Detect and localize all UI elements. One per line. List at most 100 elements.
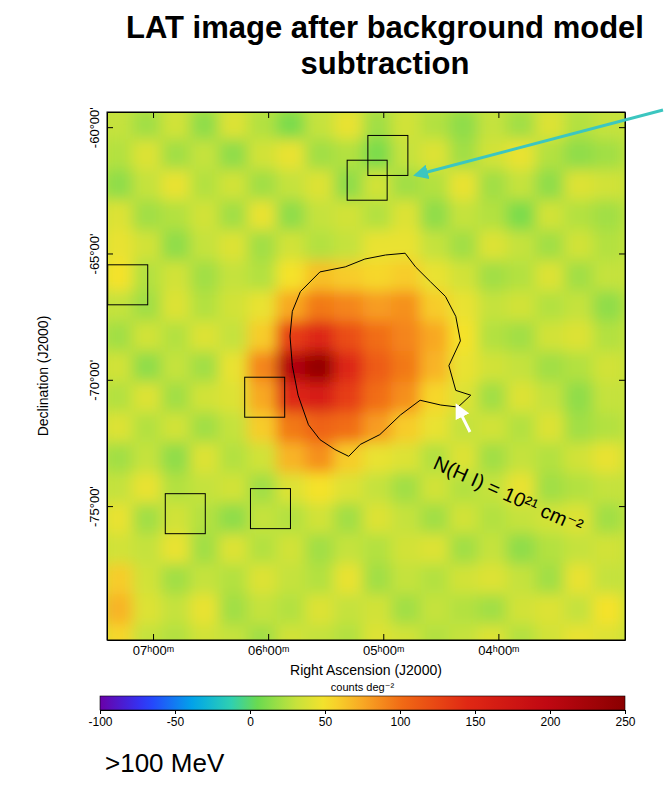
cell	[478, 442, 508, 473]
cell	[305, 112, 335, 140]
cell	[391, 412, 421, 443]
tick: 100	[390, 710, 410, 729]
cell	[420, 412, 450, 443]
tick: 05ʰ00ᵐ	[363, 634, 404, 658]
cell	[507, 291, 537, 322]
cell	[219, 503, 249, 534]
cell	[593, 352, 623, 383]
cell	[161, 170, 191, 201]
axis-domain	[108, 640, 626, 641]
cell	[219, 139, 249, 170]
cell	[363, 503, 393, 534]
cell	[219, 170, 249, 201]
tick-mark	[153, 634, 154, 640]
cell	[507, 412, 537, 443]
cell	[449, 200, 479, 231]
cell	[391, 321, 421, 352]
tick-label: -75°00'	[87, 486, 102, 527]
cell	[276, 503, 306, 534]
cell	[248, 564, 278, 595]
tick: 07ʰ00ᵐ	[133, 634, 174, 658]
tick-mark	[268, 112, 269, 118]
cell	[132, 624, 162, 640]
cell	[363, 291, 393, 322]
tick-label: 50	[319, 715, 333, 729]
tick-mark	[619, 127, 625, 128]
cell	[593, 321, 623, 352]
cell	[190, 594, 220, 625]
cell	[107, 170, 133, 201]
cell	[107, 200, 133, 231]
cell	[305, 473, 335, 504]
cell	[420, 503, 450, 534]
cell	[593, 291, 623, 322]
cell	[420, 170, 450, 201]
cell	[507, 261, 537, 292]
cell	[507, 564, 537, 595]
cell	[593, 382, 623, 413]
chart: LAT image after background modelsubtract…	[0, 0, 667, 787]
title-line: LAT image after background model	[126, 10, 644, 45]
tick: -75°00'	[87, 486, 113, 527]
cell	[305, 321, 335, 352]
cell	[107, 112, 133, 140]
cell	[161, 564, 191, 595]
cell	[161, 261, 191, 292]
cell	[248, 382, 278, 413]
tick-label: 100	[390, 715, 410, 729]
colorbar-axis: -100-50050100150200250	[88, 710, 635, 729]
cell	[363, 473, 393, 504]
cell	[363, 261, 393, 292]
cell	[219, 382, 249, 413]
cell	[507, 533, 537, 564]
cell	[276, 442, 306, 473]
cell	[132, 170, 162, 201]
region-box	[245, 377, 285, 417]
cell	[248, 139, 278, 170]
tick-mark	[153, 112, 154, 118]
cell	[449, 382, 479, 413]
cell	[593, 594, 623, 625]
cell	[190, 624, 220, 640]
tick-label: -100	[88, 715, 112, 729]
tick-mark	[619, 253, 625, 254]
cell	[132, 473, 162, 504]
cell	[190, 564, 220, 595]
cell	[391, 564, 421, 595]
cell	[276, 230, 306, 261]
plot-background	[107, 112, 625, 640]
cell	[305, 564, 335, 595]
cell	[107, 291, 133, 322]
tick: -60°00'	[87, 107, 113, 148]
cell	[535, 624, 565, 640]
tick-mark	[107, 253, 113, 254]
cell	[564, 139, 594, 170]
cell	[478, 594, 508, 625]
cell	[248, 503, 278, 534]
cell	[132, 321, 162, 352]
cell	[305, 624, 335, 640]
cell	[391, 200, 421, 231]
tick-label: -65°00'	[87, 234, 102, 275]
cell	[161, 382, 191, 413]
tick-label: 06ʰ00ᵐ	[248, 643, 289, 658]
axis-domain	[107, 113, 108, 641]
cell	[305, 533, 335, 564]
cell	[535, 412, 565, 443]
cell	[593, 533, 623, 564]
cell	[478, 533, 508, 564]
cell	[190, 382, 220, 413]
cell	[420, 291, 450, 322]
cell	[391, 382, 421, 413]
tick	[619, 127, 625, 128]
cell	[334, 412, 364, 443]
cell	[276, 112, 306, 140]
tick	[619, 506, 625, 507]
cell	[363, 594, 393, 625]
plot-frame	[107, 112, 625, 640]
tick: -50	[167, 710, 185, 729]
cell	[219, 352, 249, 383]
tick: 250	[615, 710, 635, 729]
cell	[190, 139, 220, 170]
cell	[420, 230, 450, 261]
